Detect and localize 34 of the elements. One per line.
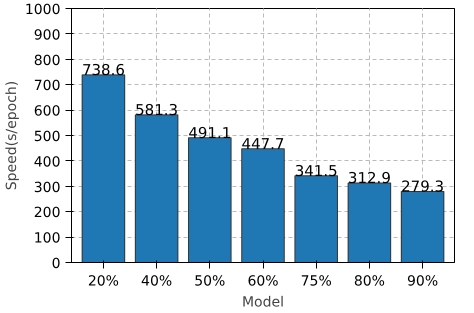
bar [400, 191, 444, 262]
y-tick-label: 100 [34, 230, 61, 247]
y-tick-label: 300 [34, 180, 61, 196]
x-tick-label: 90% [407, 274, 438, 290]
bar [82, 74, 126, 262]
data-label: 279.3 [401, 178, 444, 196]
y-tick-label: 1000 [24, 2, 61, 18]
y-tick-label: 800 [34, 52, 61, 69]
x-tick-label: 20% [88, 274, 119, 290]
x-tick-label: 80% [354, 274, 385, 290]
bar [241, 148, 285, 262]
data-label: 738.6 [82, 60, 125, 79]
data-label: 447.7 [242, 134, 284, 153]
y-tick-label: 900 [34, 27, 61, 44]
y-tick-label: 0 [52, 256, 61, 272]
y-axis-title: Speed(s/epoch) [4, 80, 20, 190]
data-label: 341.5 [294, 162, 338, 180]
x-axis-title: Model [242, 294, 284, 310]
x-tick-label: 40% [141, 274, 172, 290]
bar [188, 137, 232, 262]
bar [134, 114, 178, 262]
bar [294, 175, 338, 262]
data-label: 581.3 [135, 100, 178, 119]
y-tick-label: 600 [34, 104, 61, 120]
y-tick-label: 400 [34, 154, 61, 170]
y-tick-label: 700 [34, 78, 61, 94]
bar [348, 182, 392, 262]
data-label: 312.9 [348, 169, 391, 188]
data-label: 491.1 [188, 124, 232, 142]
y-tick-label: 500 [34, 129, 61, 145]
x-tick-label: 60% [247, 274, 279, 290]
x-tick-label: 50% [194, 274, 226, 290]
x-tick-label: 75% [300, 274, 332, 290]
y-tick-label: 200 [34, 205, 61, 222]
